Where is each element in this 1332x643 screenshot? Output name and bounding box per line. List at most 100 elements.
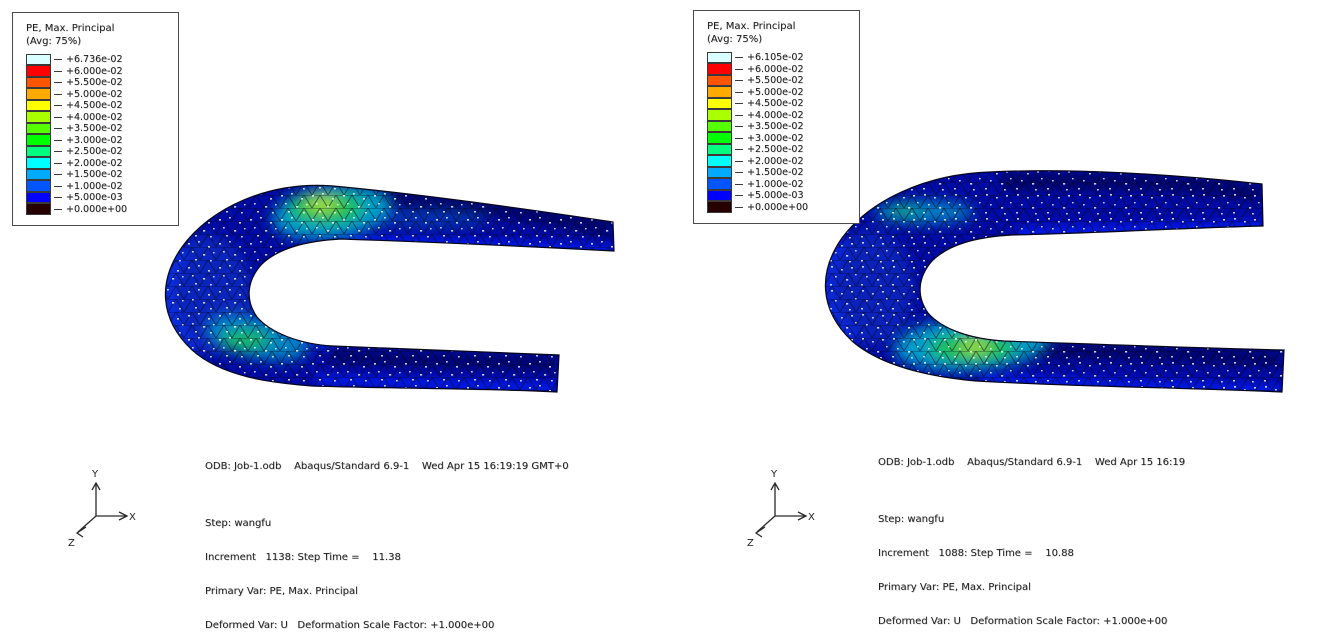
legend-tick — [54, 116, 62, 118]
legend-title: PE, Max. Principal — [707, 21, 796, 32]
legend-value-label: +1.000e-02 — [66, 180, 123, 192]
legend-value-label: +4.000e-02 — [66, 111, 123, 123]
legend-row: +3.500e-02 — [26, 122, 172, 135]
legend-tick — [735, 206, 743, 208]
legend-tick — [735, 172, 743, 174]
z-axis-arrow — [754, 515, 776, 538]
z-axis-label: Z — [68, 538, 75, 549]
legend-tick — [735, 160, 743, 162]
legend-row: +3.000e-02 — [26, 134, 172, 147]
legend-row: +5.000e-03 — [26, 191, 172, 204]
legend-color-swatch — [707, 132, 732, 144]
legend-color-swatch — [26, 76, 51, 88]
legend-tick — [54, 105, 62, 107]
legend-tick — [735, 57, 743, 59]
legend-color-swatch — [26, 203, 51, 215]
legend-value-label: +5.000e-02 — [747, 86, 804, 98]
legend-tick — [54, 174, 62, 176]
contour-legend-left: PE, Max. Principal (Avg: 75%) +6.736e-02… — [12, 12, 179, 226]
legend-color-swatch — [26, 65, 51, 77]
step-line: Step: wangfu — [205, 517, 272, 529]
legend-color-swatch — [26, 122, 51, 134]
legend-row: +4.000e-02 — [26, 111, 172, 124]
legend-color-swatch — [707, 189, 732, 201]
legend-color-swatch — [26, 99, 51, 111]
legend-row: +5.500e-02 — [707, 74, 853, 87]
state-block-right: Step: wangfu Increment 1088: Step Time =… — [878, 491, 1167, 639]
legend-row: +1.000e-02 — [26, 180, 172, 193]
legend-tick — [54, 208, 62, 210]
legend-row: +1.500e-02 — [707, 166, 853, 179]
axis-triad-left: Y X Z — [68, 469, 136, 549]
legend-tick — [54, 162, 62, 164]
legend-row: +5.000e-02 — [707, 86, 853, 99]
legend-color-swatch — [707, 201, 732, 213]
legend-row: +1.000e-02 — [707, 178, 853, 191]
mesh-outline — [164, 184, 615, 393]
legend-value-label: +3.000e-02 — [66, 134, 123, 146]
legend-scale: +6.105e-02 +6.000e-02 +5.500e-02 +5.000e-02… — [707, 51, 853, 213]
legend-tick — [54, 151, 62, 153]
odb-title-line-right: ODB: Job-1.odb Abaqus/Standard 6.9-1 Wed… — [878, 457, 1186, 468]
legend-value-label: +5.000e-02 — [66, 88, 123, 100]
legend-subtitle: (Avg: 75%) — [707, 34, 763, 45]
x-axis-label: X — [808, 512, 815, 523]
legend-row: +0.000e+00 — [26, 203, 172, 216]
legend-row: +1.500e-02 — [26, 168, 172, 181]
legend-color-swatch — [26, 191, 51, 203]
legend-row: +4.500e-02 — [26, 99, 172, 112]
legend-row: +2.000e-02 — [707, 155, 853, 168]
y-axis-arrow — [91, 481, 101, 516]
legend-color-swatch — [26, 168, 51, 180]
legend-color-swatch — [26, 145, 51, 157]
axis-triad-right: Y X Z — [747, 469, 815, 549]
legend-value-label: +6.736e-02 — [66, 54, 123, 66]
legend-color-swatch — [26, 180, 51, 192]
y-axis-label: Y — [91, 469, 99, 480]
legend-value-label: +2.500e-02 — [66, 146, 123, 158]
legend-color-swatch — [707, 143, 732, 155]
deformed-var-line: Deformed Var: U Deformation Scale Factor… — [205, 620, 495, 632]
x-axis-arrow — [775, 511, 808, 521]
legend-value-label: +5.500e-02 — [66, 77, 123, 89]
legend-tick — [735, 91, 743, 93]
mesh-outline — [824, 170, 1285, 393]
legend-row: +2.000e-02 — [26, 157, 172, 170]
increment-line: Increment 1138: Step Time = 11.38 — [205, 552, 401, 564]
legend-color-swatch — [707, 97, 732, 109]
legend-color-swatch — [26, 88, 51, 100]
legend-tick — [54, 139, 62, 141]
legend-color-swatch — [26, 111, 51, 123]
legend-value-label: +0.000e+00 — [747, 201, 809, 213]
primary-var-line: Primary Var: PE, Max. Principal — [878, 582, 1031, 594]
deformed-mesh-right — [824, 170, 1285, 393]
legend-tick — [735, 137, 743, 139]
legend-tick — [735, 149, 743, 151]
legend-value-label: +5.000e-03 — [747, 190, 804, 202]
legend-color-swatch — [26, 53, 51, 65]
legend-value-label: +6.000e-02 — [747, 63, 804, 75]
legend-value-label: +5.500e-02 — [747, 75, 804, 87]
legend-row: +6.000e-02 — [26, 65, 172, 78]
legend-value-label: +3.500e-02 — [66, 123, 123, 135]
legend-value-label: +0.000e+00 — [66, 203, 128, 215]
increment-line: Increment 1088: Step Time = 10.88 — [878, 548, 1074, 560]
legend-value-label: +4.500e-02 — [747, 98, 804, 110]
deformed-mesh-left — [164, 184, 615, 393]
x-axis-arrow — [96, 511, 129, 521]
odb-title-line-left: ODB: Job-1.odb Abaqus/Standard 6.9-1 Wed… — [205, 461, 569, 472]
step-line: Step: wangfu — [878, 513, 945, 525]
legend-color-swatch — [707, 155, 732, 167]
legend-color-swatch — [707, 166, 732, 178]
legend-row: +5.500e-02 — [26, 76, 172, 89]
legend-row: +2.500e-02 — [26, 145, 172, 158]
legend-value-label: +1.000e-02 — [747, 178, 804, 190]
contour-legend-right: PE, Max. Principal (Avg: 75%) +6.105e-02… — [693, 10, 860, 224]
legend-color-swatch — [707, 63, 732, 75]
legend-color-swatch — [707, 51, 732, 63]
legend-title: PE, Max. Principal — [26, 23, 115, 34]
legend-color-swatch — [707, 109, 732, 121]
legend-row: +6.736e-02 — [26, 53, 172, 66]
legend-tick — [54, 59, 62, 61]
legend-row: +4.500e-02 — [707, 97, 853, 110]
